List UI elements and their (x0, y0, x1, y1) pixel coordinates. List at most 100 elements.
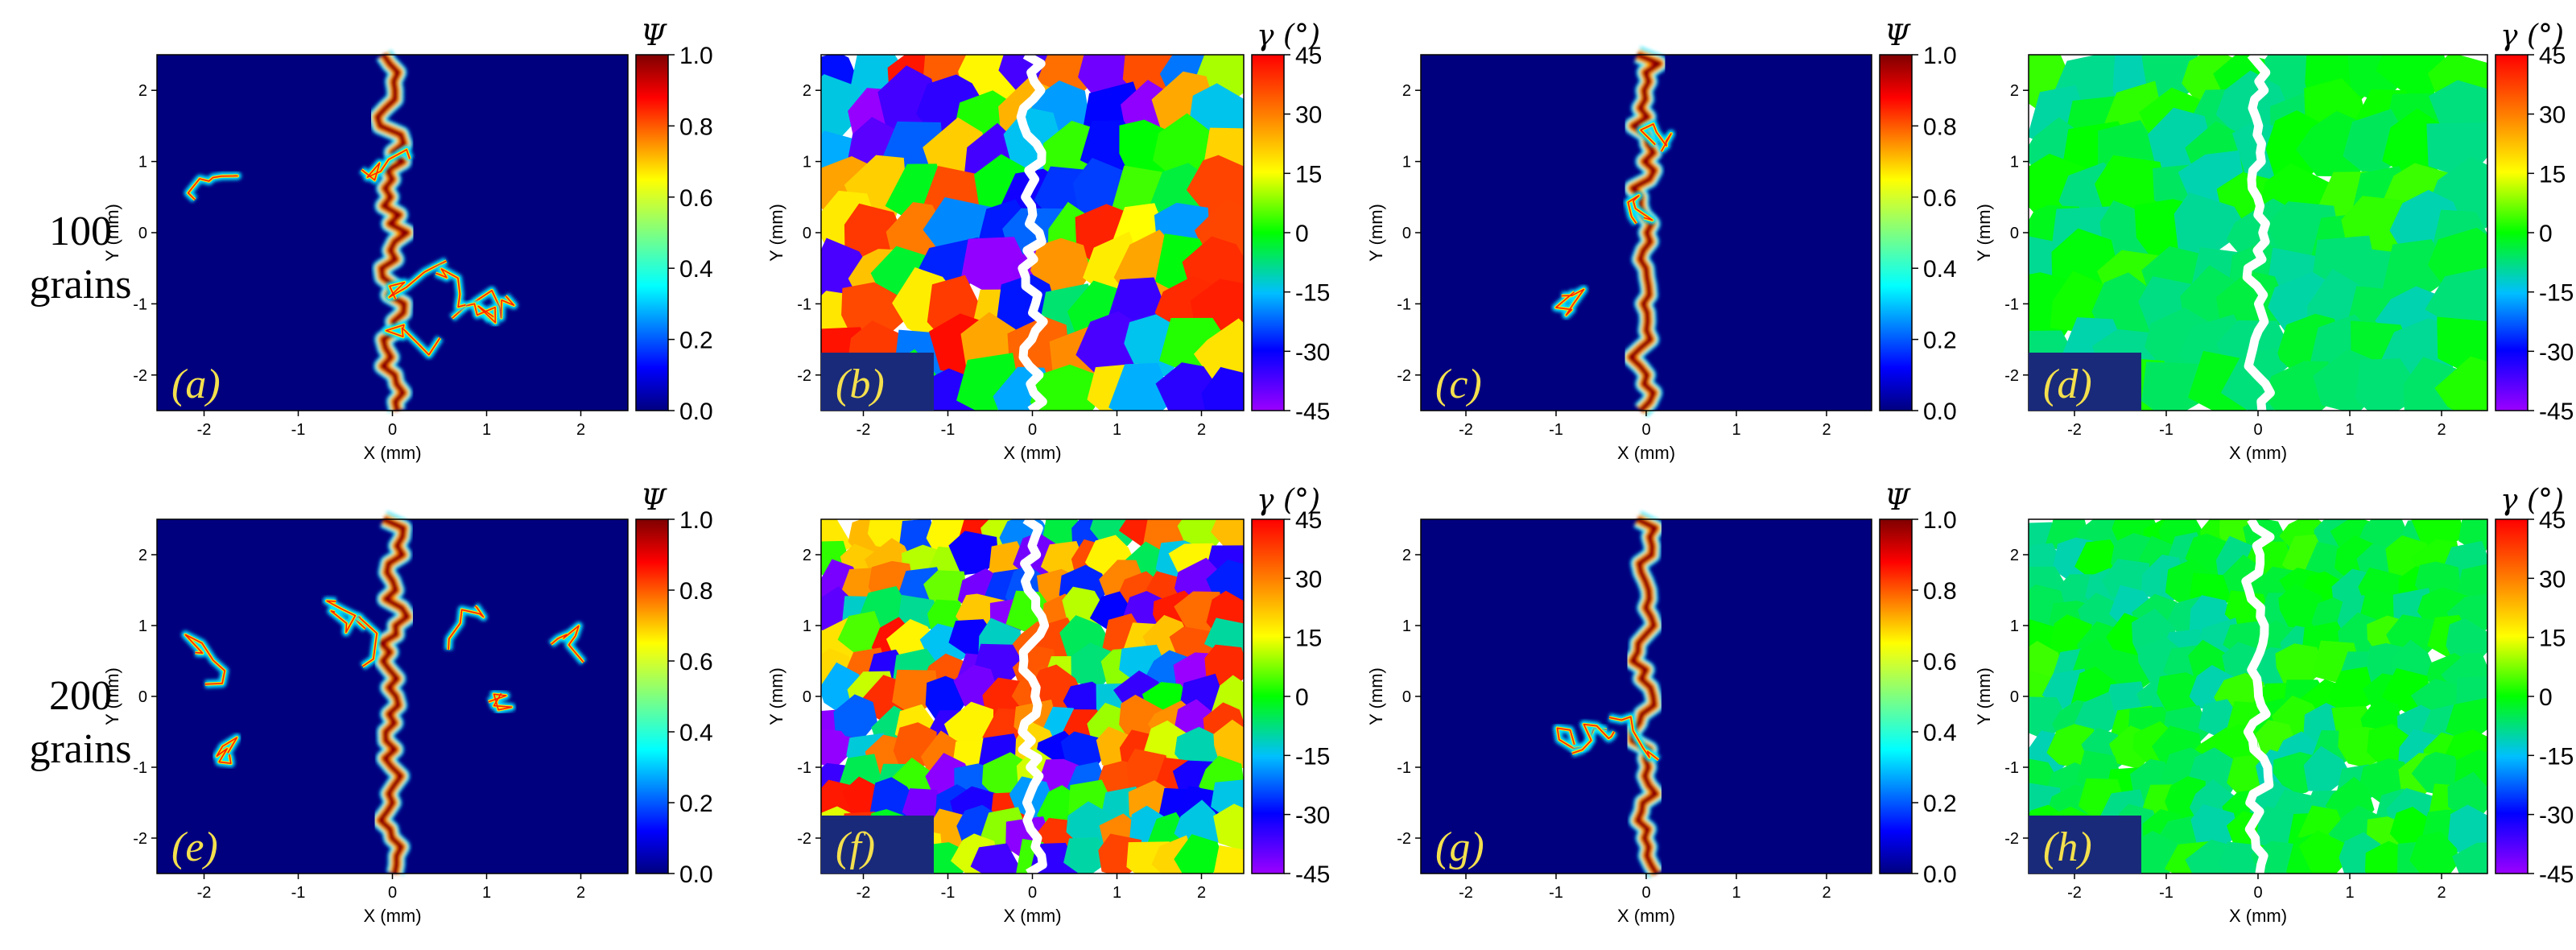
y-tick-label: -1 (1397, 295, 1411, 313)
row-label-count: 200 (49, 673, 112, 719)
x-tick-label: -1 (291, 421, 306, 439)
panel-tag: (b) (836, 361, 885, 407)
x-tick-label: 1 (2345, 421, 2354, 439)
x-tick-label: -2 (2067, 884, 2082, 902)
colorbar-tick-label: 0.6 (1923, 185, 1957, 212)
panel-tag: (a) (171, 361, 221, 407)
colorbar-title: γ (°) (2500, 19, 2564, 52)
colorbar-tick-label: 1.0 (679, 43, 713, 69)
x-axis-label: X (mm) (363, 906, 421, 926)
colorbar-tick-label: 1.0 (1923, 43, 1957, 69)
panel-tag: (f) (836, 824, 875, 870)
x-tick-label: 1 (1113, 884, 1121, 902)
x-tick-label: 1 (482, 421, 491, 439)
x-tick-label: 0 (1028, 421, 1037, 439)
y-tick-label: 2 (138, 82, 147, 100)
y-axis-label: Y (mm) (1366, 204, 1386, 262)
x-axis-label: X (mm) (2229, 443, 2287, 463)
colorbar-tick-label: 0.2 (679, 791, 713, 817)
colorbar-tick-label: 15 (1295, 626, 1322, 652)
panel-e: -2 -1 0 1 2 2 1 0 -1 -2 X (mm) Y (mm) 1.0 0.8 0.6 0.4 0.… (102, 484, 713, 926)
colorbar-tick-label: -30 (1295, 803, 1330, 829)
y-tick-label: 1 (1402, 618, 1411, 635)
x-tick-label: 2 (576, 421, 585, 439)
colorbar-tick-label: -45 (1295, 399, 1330, 425)
colorbar-title: γ (°) (2500, 484, 2564, 517)
y-tick-label: 1 (2010, 154, 2019, 171)
y-tick-label: -2 (797, 830, 811, 848)
colorbar-title: Ψ (641, 19, 667, 52)
x-axis-label: X (mm) (1003, 443, 1061, 463)
colorbar-title: Ψ (1885, 484, 1911, 517)
y-tick-label: 2 (1402, 82, 1411, 100)
y-axis-label: Y (mm) (766, 667, 786, 725)
colorbar-tick-label: -30 (2539, 803, 2574, 829)
y-tick-label: 1 (2010, 618, 2019, 635)
x-tick-label: -1 (2159, 884, 2174, 902)
colorbar-tick-label: 1.0 (679, 507, 713, 534)
colorbar-tick-label: 0.6 (679, 649, 713, 675)
y-tick-label: 0 (1402, 225, 1411, 242)
x-tick-label: 1 (1732, 884, 1740, 902)
y-axis-label: Y (mm) (766, 204, 786, 262)
colorbar-tick-label: 0.6 (1923, 649, 1957, 675)
x-axis-label: X (mm) (1617, 906, 1675, 926)
colorbar-tick-label: 0.0 (1923, 399, 1957, 425)
colorbar-tick-label: 15 (2539, 626, 2566, 652)
y-tick-label: 1 (803, 154, 811, 171)
panel-tag: (e) (171, 824, 218, 870)
y-tick-label: -2 (797, 367, 811, 385)
y-tick-label: -1 (2004, 759, 2019, 777)
colorbar-tick-label: 0.0 (679, 861, 713, 888)
colorbar-tick-label: 0.4 (679, 720, 713, 746)
colorbar-tick-label: 0.6 (679, 185, 713, 212)
y-tick-label: 0 (138, 225, 147, 242)
colorbar-tick-label: 0.8 (679, 578, 713, 605)
y-tick-label: 0 (803, 225, 811, 242)
panel-tag: (g) (1435, 824, 1484, 870)
x-axis-label: X (mm) (1003, 906, 1061, 926)
y-tick-label: -2 (133, 367, 147, 385)
colorbar-tick-label: 30 (2539, 102, 2566, 129)
x-tick-label: 2 (2437, 421, 2446, 439)
x-tick-label: 2 (1822, 421, 1831, 439)
colorbar-tick-label: 0.2 (1923, 328, 1957, 354)
x-tick-label: -1 (1549, 884, 1563, 902)
x-tick-label: 2 (1822, 884, 1831, 902)
y-axis-label: Y (mm) (1974, 667, 1994, 725)
y-tick-label: 1 (138, 154, 147, 171)
x-axis-label: X (mm) (363, 443, 421, 463)
colorbar-title: Ψ (641, 484, 667, 517)
x-tick-label: -2 (1459, 884, 1473, 902)
colorbar-tick-label: -15 (1295, 743, 1330, 770)
y-tick-label: 2 (803, 547, 811, 564)
x-tick-label: 0 (1641, 421, 1650, 439)
y-tick-label: 2 (1402, 547, 1411, 564)
colorbar-title: γ (°) (1257, 484, 1320, 517)
colorbar-tick-label: 0.8 (1923, 114, 1957, 140)
x-tick-label: 0 (388, 884, 397, 902)
x-tick-label: 0 (1028, 884, 1037, 902)
y-tick-label: -2 (1397, 367, 1411, 385)
colorbar-tick-label: 0.8 (679, 114, 713, 140)
y-tick-label: 0 (138, 688, 147, 706)
x-tick-label: 1 (1113, 421, 1121, 439)
x-tick-label: -1 (941, 421, 956, 439)
x-tick-label: -2 (197, 421, 212, 439)
x-tick-label: -1 (291, 884, 306, 902)
y-tick-label: -1 (133, 295, 147, 313)
colorbar-tick-label: 0.4 (1923, 256, 1957, 283)
y-tick-label: -2 (1397, 830, 1411, 848)
y-tick-label: 0 (803, 688, 811, 706)
colorbar-tick-label: -30 (1295, 339, 1330, 366)
colorbar-tick-label: 0 (2539, 684, 2553, 711)
colorbar-tick-label: 0.0 (679, 399, 713, 425)
colorbar-tick-label: -15 (2539, 743, 2574, 770)
panel-b: -2 -1 0 1 2 2 1 0 -1 -2 X (mm) Y (mm) 45 30 15 0 -15 -30 -… (766, 19, 1330, 463)
x-axis-label: X (mm) (1617, 443, 1675, 463)
row-label-200-grains: 200 grains (0, 670, 161, 776)
x-tick-label: -1 (2159, 421, 2174, 439)
x-tick-label: 1 (1732, 421, 1740, 439)
colorbar-tick-label: 45 (1295, 507, 1322, 534)
